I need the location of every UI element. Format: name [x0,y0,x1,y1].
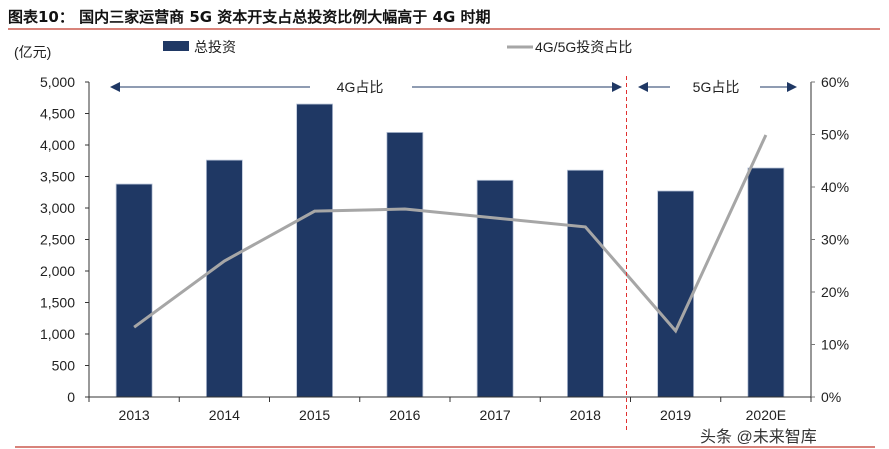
line-series [133,134,768,334]
y2-tick-label: 30% [821,232,849,248]
y-tick-label: 500 [52,358,76,374]
x-tick-label: 2016 [389,407,420,423]
x-tick-label: 2018 [570,407,601,423]
y2-tick-label: 60% [821,74,849,90]
bar-2020E [747,167,785,398]
x-tick-label: 2015 [299,407,330,423]
chart-title: 图表10： 国内三家运营商 5G 资本开支占总投资比例大幅高于 4G 时期 [8,8,491,26]
bar-2013 [115,183,153,398]
x-tick-label: 2013 [119,407,150,423]
annotation-5g: 5G占比 [693,79,740,95]
y-tick-label: 2,000 [40,263,75,279]
y-tick-label: 3,500 [40,169,75,185]
bar-2014 [205,159,243,398]
y-tick-label: 4,000 [40,137,75,153]
annotation-4g: 4G占比 [337,79,384,95]
arrowhead-4g-right [612,82,622,92]
y-tick-label: 1,500 [40,295,75,311]
arrowhead-5g-left [638,82,648,92]
x-tick-label: 2017 [480,407,511,423]
y2-tick-label: 20% [821,284,849,300]
x-tick-label: 2019 [660,407,691,423]
y2-tick-label: 50% [821,127,849,143]
y-tick-label: 3,000 [40,200,75,216]
bar-2017 [476,179,514,398]
y2-tick-label: 0% [821,389,841,405]
x-tick-label: 2014 [209,407,240,423]
bar-2015 [296,103,334,398]
y-tick-label: 5,000 [40,74,75,90]
arrowhead-5g-right [787,82,797,92]
y2-tick-label: 10% [821,337,849,353]
x-tick-label: 2020E [746,407,786,423]
y-tick-label: 2,500 [40,232,75,248]
bar-2016 [386,131,424,398]
y-tick-label: 4,500 [40,106,75,122]
bar-2019 [657,190,695,398]
bar-2018 [566,169,604,398]
y-tick-label: 1,000 [40,326,75,342]
legend-label-line: 4G/5G投资占比 [535,39,632,55]
legend-label-bar: 总投资 [194,39,236,55]
y-tick-label: 0 [67,389,75,405]
watermark: 头条 @未来智库 [700,428,817,446]
legend-swatch-bar [163,41,189,51]
y-axis-unit: (亿元) [14,44,51,60]
arrowhead-4g-left [110,82,120,92]
y2-tick-label: 40% [821,179,849,195]
